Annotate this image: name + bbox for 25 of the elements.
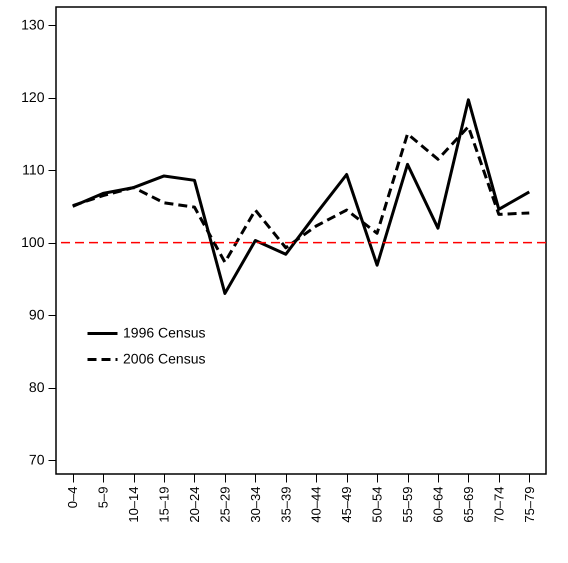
x-tick-label: 30–34 (248, 486, 263, 523)
x-tick-label: 15–19 (156, 486, 172, 523)
legend-label: 2006 Census (123, 350, 206, 366)
y-tick-label: 100 (21, 234, 45, 250)
x-tick-label: 65–69 (460, 486, 476, 523)
x-tick-label: 40–44 (308, 486, 324, 523)
x-tick-label: 5–9 (96, 486, 111, 508)
x-tick-label: 0–4 (65, 486, 80, 508)
y-tick-label: 90 (28, 306, 45, 323)
y-tick-label: 110 (22, 162, 45, 178)
x-tick-label: 10–14 (126, 486, 142, 523)
x-tick-label: 35–39 (278, 486, 294, 523)
x-tick-label: 25–29 (217, 486, 232, 523)
x-tick-label: 20–24 (186, 486, 202, 523)
x-tick-label: 70–74 (491, 486, 506, 523)
x-tick-label: 55–59 (400, 486, 416, 523)
y-tick-label: 80 (28, 379, 45, 396)
x-tick-label: 50–54 (370, 486, 385, 523)
y-tick-label: 70 (28, 452, 45, 468)
x-tick-label: 75–79 (522, 486, 537, 523)
legend-label: 1996 Census (123, 324, 206, 340)
x-tick-label: 60–64 (430, 486, 446, 523)
y-tick-label: 130 (21, 16, 45, 33)
y-tick-label: 120 (21, 89, 45, 106)
x-tick-label: 45–49 (339, 486, 354, 523)
